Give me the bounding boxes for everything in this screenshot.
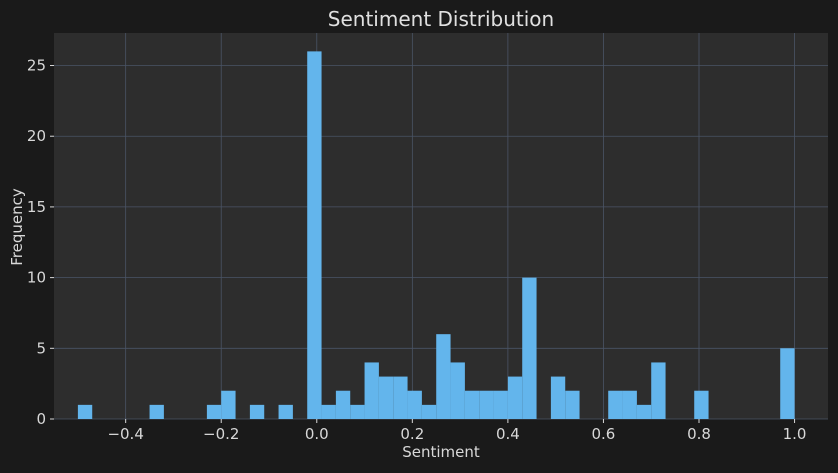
histogram-bar: [493, 390, 508, 419]
x-tick-label: 0.4: [496, 425, 520, 443]
y-axis-ticks: 0 5 10 15 20 25: [27, 57, 54, 428]
x-tick-label: −0.4: [107, 425, 143, 443]
x-axis-ticks: −0.4 −0.2 0.0 0.2 0.4 0.6 0.8 1.0: [107, 419, 806, 443]
histogram-bar: [450, 362, 465, 419]
histogram-bar: [651, 362, 666, 419]
x-tick-label: 0.6: [592, 425, 616, 443]
histogram-bar: [507, 376, 523, 419]
histogram-bar: [780, 348, 795, 419]
y-axis-label: Frequency: [8, 188, 26, 266]
histogram-bar: [77, 404, 93, 419]
histogram-bar: [436, 334, 451, 419]
histogram-bar: [421, 404, 437, 419]
y-tick-label: 25: [27, 57, 46, 75]
x-axis-label: Sentiment: [402, 443, 480, 461]
histogram-bars: [77, 51, 795, 419]
histogram-bar: [350, 404, 365, 419]
x-tick-label: 1.0: [783, 425, 807, 443]
y-tick-label: 10: [27, 269, 46, 287]
x-tick-label: 0.2: [400, 425, 424, 443]
histogram-bar: [565, 390, 580, 419]
x-tick-label: −0.2: [203, 425, 239, 443]
histogram-bar: [608, 390, 623, 419]
x-tick-label: 0.0: [305, 425, 329, 443]
histogram-bar: [364, 362, 379, 419]
histogram-bar: [149, 404, 164, 419]
histogram-bar: [694, 390, 709, 419]
histogram-bar: [206, 404, 222, 419]
histogram-bar: [464, 390, 480, 419]
histogram-bar: [321, 404, 336, 419]
x-tick-label: 0.8: [687, 425, 711, 443]
histogram-bar: [335, 390, 351, 419]
histogram-bar: [522, 277, 537, 419]
histogram-bar: [307, 51, 322, 419]
histogram-bar: [378, 376, 394, 419]
histogram-bar: [407, 390, 422, 419]
y-tick-label: 15: [27, 198, 46, 216]
histogram-bar: [622, 390, 637, 419]
y-tick-label: 20: [27, 127, 46, 145]
histogram-bar: [479, 390, 494, 419]
histogram-bar: [393, 376, 408, 419]
histogram-bar: [249, 404, 265, 419]
histogram-bar: [278, 404, 293, 419]
y-tick-label: 5: [36, 339, 46, 357]
histogram-bar: [550, 376, 566, 419]
chart-title: Sentiment Distribution: [328, 7, 554, 31]
histogram-bar: [221, 390, 236, 419]
y-tick-label: 0: [36, 410, 46, 428]
histogram-bar: [636, 404, 652, 419]
